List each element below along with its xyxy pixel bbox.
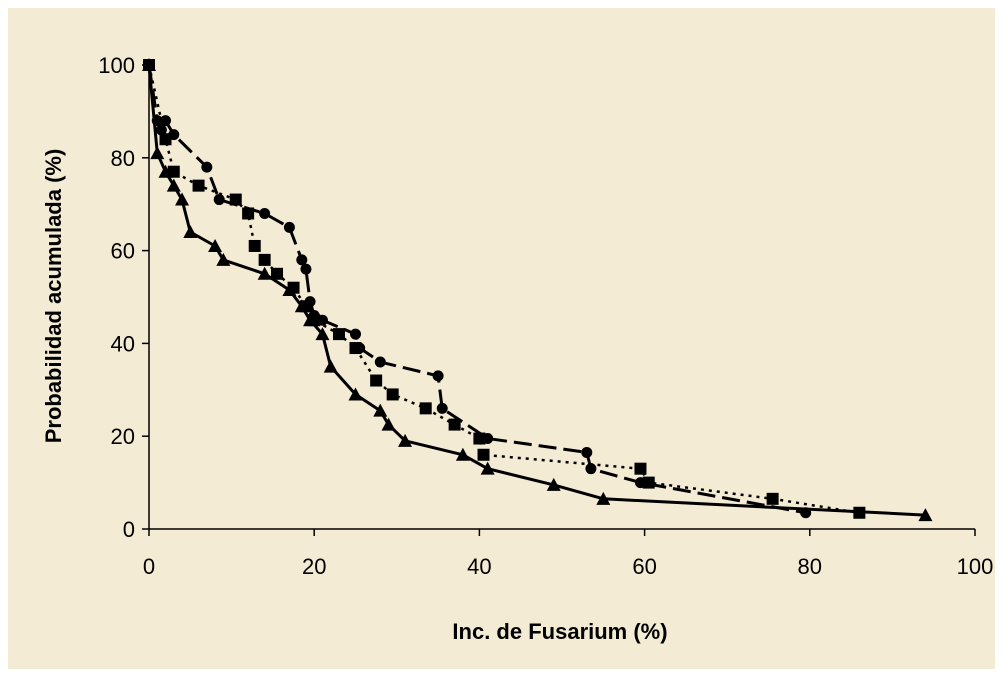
series-3-point <box>216 252 231 266</box>
series-3-point <box>381 417 396 431</box>
series-3-point <box>918 508 933 522</box>
x-tick-label: 60 <box>632 554 656 579</box>
series-2-point <box>386 388 399 401</box>
series-3-point <box>294 299 309 313</box>
axes: 0 20 40 60 80 100 0 20 40 60 80 100 <box>98 53 993 579</box>
series-1-point <box>585 463 597 475</box>
series-2-point <box>248 239 261 252</box>
series-3-point <box>348 387 363 401</box>
series-3-point <box>158 164 173 178</box>
series-2-point <box>229 193 242 206</box>
series-1-point <box>581 446 593 458</box>
series-2-point <box>477 448 490 461</box>
y-tick-label: 80 <box>111 146 135 171</box>
series-1-point <box>350 328 361 340</box>
series-1-point <box>300 263 312 275</box>
series-2-point <box>332 328 345 341</box>
series-2-point <box>853 506 866 519</box>
series-3-point <box>183 225 198 239</box>
series-3-point <box>455 447 470 461</box>
series-2-point <box>766 492 779 505</box>
series-2-point <box>473 432 486 445</box>
series-3-point <box>398 433 413 447</box>
plot-area <box>142 58 933 522</box>
series-1-point <box>259 207 271 219</box>
series-1-line <box>147 64 806 515</box>
series-3-line <box>147 64 926 517</box>
x-tick-label: 40 <box>467 554 491 579</box>
series-2-point <box>349 342 362 355</box>
y-tick-label: 40 <box>111 331 135 356</box>
y-tick-label: 100 <box>98 53 135 78</box>
series-2-line <box>147 64 860 515</box>
series-3-point <box>323 359 338 373</box>
series-1-point <box>432 370 444 382</box>
x-tick-label: 20 <box>302 554 326 579</box>
x-tick-label: 80 <box>798 554 822 579</box>
series-2-point <box>370 374 383 387</box>
series-1-point <box>160 115 172 127</box>
series-3-point <box>596 491 611 505</box>
series-3-point <box>208 238 223 252</box>
series-3-point <box>315 327 330 341</box>
series-2-point <box>192 179 205 192</box>
x-tick-label: 100 <box>957 554 994 579</box>
y-tick-label: 0 <box>123 517 135 542</box>
series-3-point <box>480 461 495 475</box>
series-2-point <box>448 418 461 431</box>
series-3-point <box>257 266 272 280</box>
series-1-point <box>213 194 225 206</box>
series-1-point <box>155 124 167 136</box>
series-1-point <box>296 254 308 266</box>
series-1-point <box>151 115 163 127</box>
x-tick-label: 0 <box>143 554 155 579</box>
series-2-point <box>258 253 271 266</box>
series-1-point <box>201 161 213 173</box>
series-3-point <box>175 192 190 206</box>
series-3-point <box>546 477 561 491</box>
series-3-point <box>166 178 181 192</box>
y-tick-label: 60 <box>111 239 135 264</box>
series-2-point <box>242 207 255 220</box>
series-3-point <box>150 146 165 160</box>
series-1-point <box>283 221 295 233</box>
chart-svg: 0 20 40 60 80 100 0 20 40 60 80 100 Inc. de Fusariu… <box>41 53 993 644</box>
series-1-point <box>374 356 386 368</box>
series-2-point <box>159 133 172 146</box>
y-axis-title: Probabilidad acumulada (%) <box>41 149 66 444</box>
chart-panel: 0 20 40 60 80 100 0 20 40 60 80 100 Inc. de Fusariu… <box>8 8 995 669</box>
series-2-point <box>642 476 655 489</box>
series-1-point <box>436 402 448 414</box>
series-2-point <box>271 267 284 280</box>
y-tick-label: 20 <box>111 424 135 449</box>
series-3-point <box>303 313 318 327</box>
series-1-point <box>800 507 812 519</box>
series-2-point <box>419 402 432 415</box>
series-2-point <box>634 462 647 475</box>
series-3-point <box>373 403 388 417</box>
x-axis-title: Inc. de Fusarium (%) <box>452 619 667 644</box>
series-3-point <box>282 283 297 297</box>
